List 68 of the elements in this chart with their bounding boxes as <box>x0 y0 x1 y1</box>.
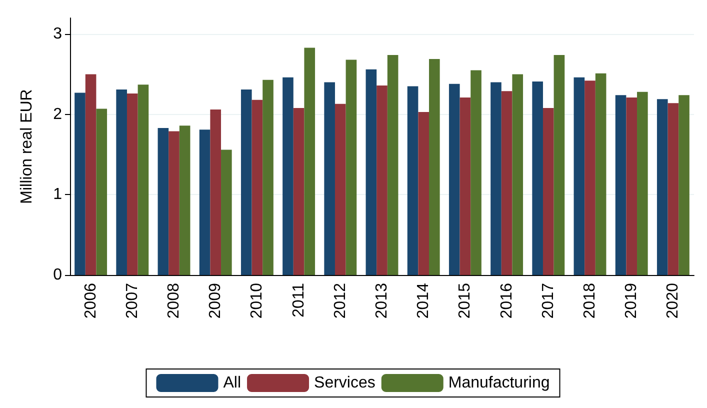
bar <box>262 80 274 275</box>
y-tick-label: 3 <box>53 26 62 43</box>
bar <box>96 108 108 275</box>
legend-label: Manufacturing <box>448 374 550 392</box>
x-tick-label: 2013 <box>374 282 390 319</box>
bar <box>501 91 512 275</box>
bar <box>293 108 304 275</box>
bar <box>448 84 460 275</box>
bar <box>138 84 149 275</box>
bar <box>376 85 388 275</box>
bar <box>460 98 471 275</box>
x-tick-label: 2009 <box>207 282 224 319</box>
bar <box>304 48 316 275</box>
bar <box>595 73 606 275</box>
bar <box>85 74 96 275</box>
bar <box>407 86 418 275</box>
bar <box>429 58 440 275</box>
bar <box>366 69 377 275</box>
bar <box>240 89 252 275</box>
bar <box>210 110 222 275</box>
bar <box>252 100 263 275</box>
x-tick-label: 2012 <box>332 282 349 319</box>
bar <box>626 98 638 275</box>
x-tick-label: 2019 <box>623 282 640 319</box>
bar <box>324 82 335 275</box>
bar <box>637 92 648 275</box>
bar <box>387 54 398 275</box>
bar <box>282 77 294 275</box>
bar <box>490 82 502 275</box>
x-tick-label: 2010 <box>248 282 266 319</box>
x-tick-label: 2018 <box>582 282 598 319</box>
bar <box>199 130 210 275</box>
x-tick-label: 2020 <box>664 282 682 319</box>
y-tick-label: 1 <box>53 186 62 204</box>
legend-label: All <box>223 374 242 392</box>
legend-label: Services <box>314 374 376 392</box>
bar <box>656 99 668 275</box>
bar <box>532 81 543 275</box>
bar <box>512 74 524 275</box>
x-tick-label: 2007 <box>124 282 141 319</box>
y-tick-label: 0 <box>53 266 62 284</box>
bar <box>542 108 554 275</box>
bar <box>126 93 138 275</box>
bar <box>470 70 482 275</box>
x-tick-label: 2014 <box>415 282 432 319</box>
bar <box>678 95 690 275</box>
bar <box>668 103 679 275</box>
bar <box>158 128 169 275</box>
bar <box>615 95 626 275</box>
bar <box>574 77 585 275</box>
x-tick-label: 2011 <box>290 282 308 318</box>
bar <box>179 126 190 275</box>
bar <box>116 89 127 275</box>
x-tick-label: 2017 <box>540 282 557 319</box>
bar <box>346 60 357 275</box>
bar <box>334 104 346 275</box>
bar <box>221 150 232 275</box>
bar <box>74 92 86 275</box>
bar <box>554 54 565 275</box>
x-tick-label: 2006 <box>82 282 100 319</box>
bar <box>584 80 596 275</box>
x-tick-label: 2015 <box>456 282 474 319</box>
y-axis-title: Million real EUR <box>18 89 36 204</box>
bar <box>168 131 180 275</box>
y-tick-label: 2 <box>53 106 62 123</box>
x-tick-label: 2016 <box>498 282 516 319</box>
bar <box>418 112 430 275</box>
x-tick-label: 2008 <box>166 282 182 319</box>
